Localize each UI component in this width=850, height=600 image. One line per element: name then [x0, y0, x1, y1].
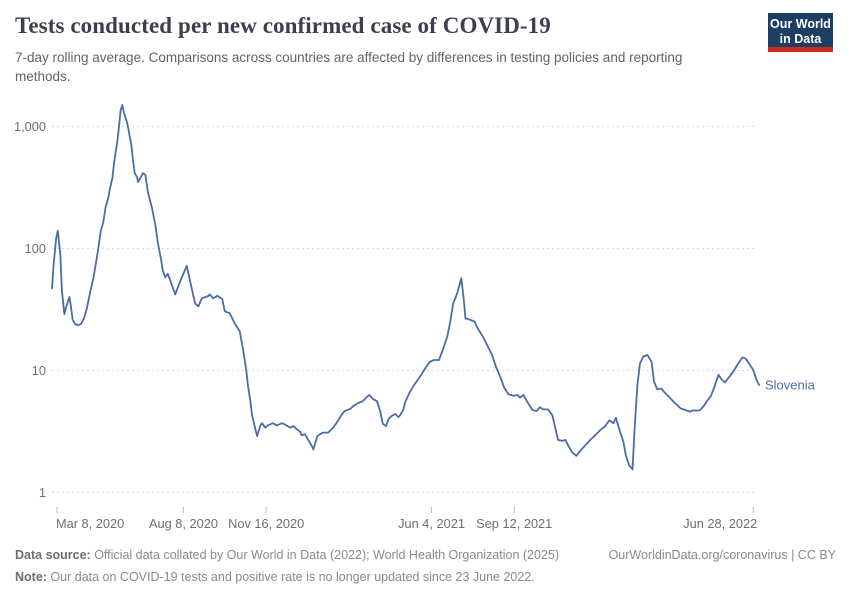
data-source-label: Data source: [15, 548, 91, 562]
coronavirus-link[interactable]: OurWorldinData.org/coronavirus [608, 548, 788, 562]
x-axis-tick-label: Sep 12, 2021 [476, 516, 552, 531]
footer-links: OurWorldinData.org/coronavirus | CC BY [609, 547, 836, 563]
footer-note: Note: Our data on COVID-19 tests and pos… [15, 569, 836, 585]
series-line-slovenia[interactable] [51, 104, 760, 471]
owid-logo-line1: Our World [770, 17, 831, 31]
x-axis-tick-label: Jun 4, 2021 [398, 516, 465, 531]
page-title: Tests conducted per new confirmed case o… [15, 13, 551, 38]
y-axis-tick-label: 10 [32, 363, 46, 378]
x-axis-tick-label: Nov 16, 2020 [228, 516, 304, 531]
chart-footer: Data source: Official data collated by O… [15, 547, 836, 585]
cc-by-license: | CC BY [787, 548, 836, 562]
y-axis-tick-label: 100 [25, 241, 46, 256]
series-label-slovenia[interactable]: Slovenia [765, 378, 816, 393]
chart-header: Tests conducted per new confirmed case o… [15, 12, 715, 86]
y-axis-tick-label: 1 [39, 485, 46, 500]
x-axis-tick-label: Aug 8, 2020 [149, 516, 218, 531]
chart-canvas: 1 10 100 1,000 Mar 8, 2020 Aug 8, 2020 Nov 16,… [14, 104, 816, 531]
data-source-text: Data source: Official data collated by O… [15, 547, 559, 563]
x-axis-tick-label: Mar 8, 2020 [56, 516, 124, 531]
owid-logo[interactable]: Our World in Data [768, 13, 833, 52]
x-axis-tick-label: Jun 28, 2022 [683, 516, 757, 531]
note-text: Our data on COVID-19 tests and positive … [46, 570, 535, 584]
y-axis-tick-label: 1,000 [14, 119, 46, 134]
chart-subtitle: 7-day rolling average. Comparisons acros… [15, 50, 683, 84]
data-source-value: Official data collated by Our World in D… [90, 548, 560, 562]
note-label: Note: [15, 570, 47, 584]
owid-logo-line2: in Data [779, 32, 822, 46]
